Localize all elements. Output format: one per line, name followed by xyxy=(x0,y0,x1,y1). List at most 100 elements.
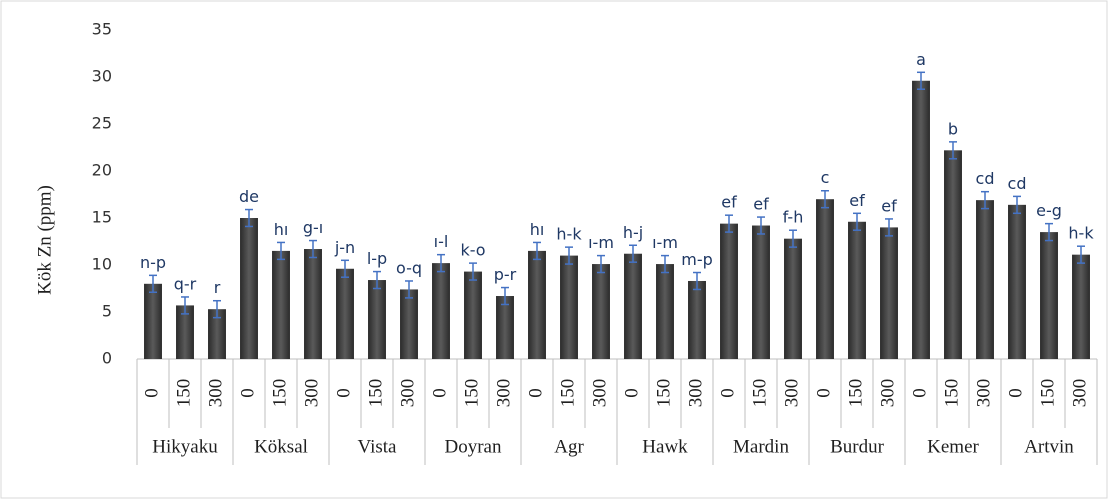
significance-letter: ef xyxy=(881,196,897,215)
significance-letter: o-q xyxy=(396,258,422,277)
x-tick-label: 300 xyxy=(1069,379,1090,408)
bar xyxy=(304,249,322,359)
group-label: Agr xyxy=(554,436,584,457)
x-tick-label: 150 xyxy=(269,379,290,408)
significance-letter: ı-m xyxy=(652,233,678,252)
x-tick-label: 0 xyxy=(813,388,834,398)
significance-letter: b xyxy=(948,119,958,138)
bar xyxy=(560,255,578,359)
significance-letter: r xyxy=(214,278,221,297)
y-tick-label: 10 xyxy=(92,255,112,274)
significance-letter: g-ı xyxy=(303,218,323,237)
significance-letter: f-h xyxy=(783,208,804,227)
x-tick-label: 300 xyxy=(589,379,610,408)
x-tick-label: 150 xyxy=(653,379,674,408)
y-tick-label: 30 xyxy=(92,67,112,86)
bar xyxy=(720,223,738,359)
x-tick-label: 150 xyxy=(1037,379,1058,408)
x-tick-label: 150 xyxy=(365,379,386,408)
x-tick-label: 0 xyxy=(429,388,450,398)
significance-letter: k-o xyxy=(460,241,485,260)
x-tick-label: 300 xyxy=(685,379,706,408)
bar xyxy=(1072,254,1090,359)
x-tick-label: 300 xyxy=(781,379,802,408)
bar xyxy=(592,264,610,359)
significance-letter: n-p xyxy=(140,253,166,272)
x-tick-label: 300 xyxy=(301,379,322,408)
significance-letter: h-k xyxy=(556,225,582,244)
bar xyxy=(176,305,194,359)
x-tick-label: 0 xyxy=(717,388,738,398)
y-tick-label: 25 xyxy=(92,114,112,133)
x-tick-label: 150 xyxy=(173,379,194,408)
x-tick-label: 150 xyxy=(557,379,578,408)
significance-letter: cd xyxy=(1008,174,1027,193)
bar xyxy=(944,150,962,359)
group-label: Mardin xyxy=(733,436,789,457)
bar xyxy=(688,280,706,359)
significance-letter: ef xyxy=(753,195,769,214)
x-tick-label: 150 xyxy=(749,379,770,408)
significance-letter: de xyxy=(239,187,259,206)
bar xyxy=(656,264,674,359)
bar xyxy=(496,296,514,359)
significance-letter: j-n xyxy=(334,238,355,257)
bar xyxy=(816,199,834,359)
significance-letter: ef xyxy=(849,191,865,210)
x-tick-label: 0 xyxy=(237,388,258,398)
bar xyxy=(784,238,802,359)
bar xyxy=(208,309,226,359)
bar xyxy=(240,218,258,359)
significance-letter: h-k xyxy=(1068,224,1094,243)
significance-letter: ı-l xyxy=(434,232,449,251)
x-tick-label: 150 xyxy=(845,379,866,408)
significance-letter: l-p xyxy=(367,249,387,268)
x-tick-label: 300 xyxy=(877,379,898,408)
significance-letter: c xyxy=(821,168,830,187)
x-tick-label: 150 xyxy=(941,379,962,408)
y-tick-label: 15 xyxy=(92,208,112,227)
x-tick-label: 0 xyxy=(909,388,930,398)
significance-letter: e-g xyxy=(1036,201,1062,220)
significance-letter: m-p xyxy=(681,250,713,269)
significance-letter: hı xyxy=(530,220,545,239)
group-label: Artvin xyxy=(1024,436,1074,457)
x-tick-label: 0 xyxy=(621,388,642,398)
bar xyxy=(432,263,450,359)
bar xyxy=(880,227,898,359)
significance-letter: q-r xyxy=(174,274,197,293)
group-label: Burdur xyxy=(830,436,885,457)
x-tick-label: 0 xyxy=(141,388,162,398)
bar xyxy=(464,271,482,359)
significance-letter: cd xyxy=(976,169,995,188)
y-axis-label: Kök Zn (ppm) xyxy=(34,185,55,295)
bar xyxy=(752,225,770,359)
group-label: Doyran xyxy=(445,436,502,457)
x-tick-label: 0 xyxy=(333,388,354,398)
significance-letter: p-r xyxy=(494,265,517,284)
bar xyxy=(912,80,930,359)
x-tick-label: 0 xyxy=(1005,388,1026,398)
x-tick-label: 0 xyxy=(525,388,546,398)
bar xyxy=(1040,232,1058,359)
bar xyxy=(848,221,866,359)
significance-letter: hı xyxy=(274,220,289,239)
group-label: Vista xyxy=(358,436,398,457)
group-label: Hawk xyxy=(642,436,688,457)
bar xyxy=(1008,204,1026,359)
x-tick-label: 300 xyxy=(973,379,994,408)
significance-letter: a xyxy=(916,50,926,69)
x-tick-label: 300 xyxy=(397,379,418,408)
x-tick-label: 300 xyxy=(493,379,514,408)
group-label: Köksal xyxy=(254,436,308,457)
y-tick-label: 20 xyxy=(92,161,112,180)
x-tick-label: 300 xyxy=(205,379,226,408)
y-tick-label: 5 xyxy=(102,302,112,321)
bar xyxy=(272,250,290,359)
bar xyxy=(336,268,354,359)
bar xyxy=(528,250,546,359)
significance-letter: h-j xyxy=(623,223,643,242)
bar xyxy=(368,280,386,359)
